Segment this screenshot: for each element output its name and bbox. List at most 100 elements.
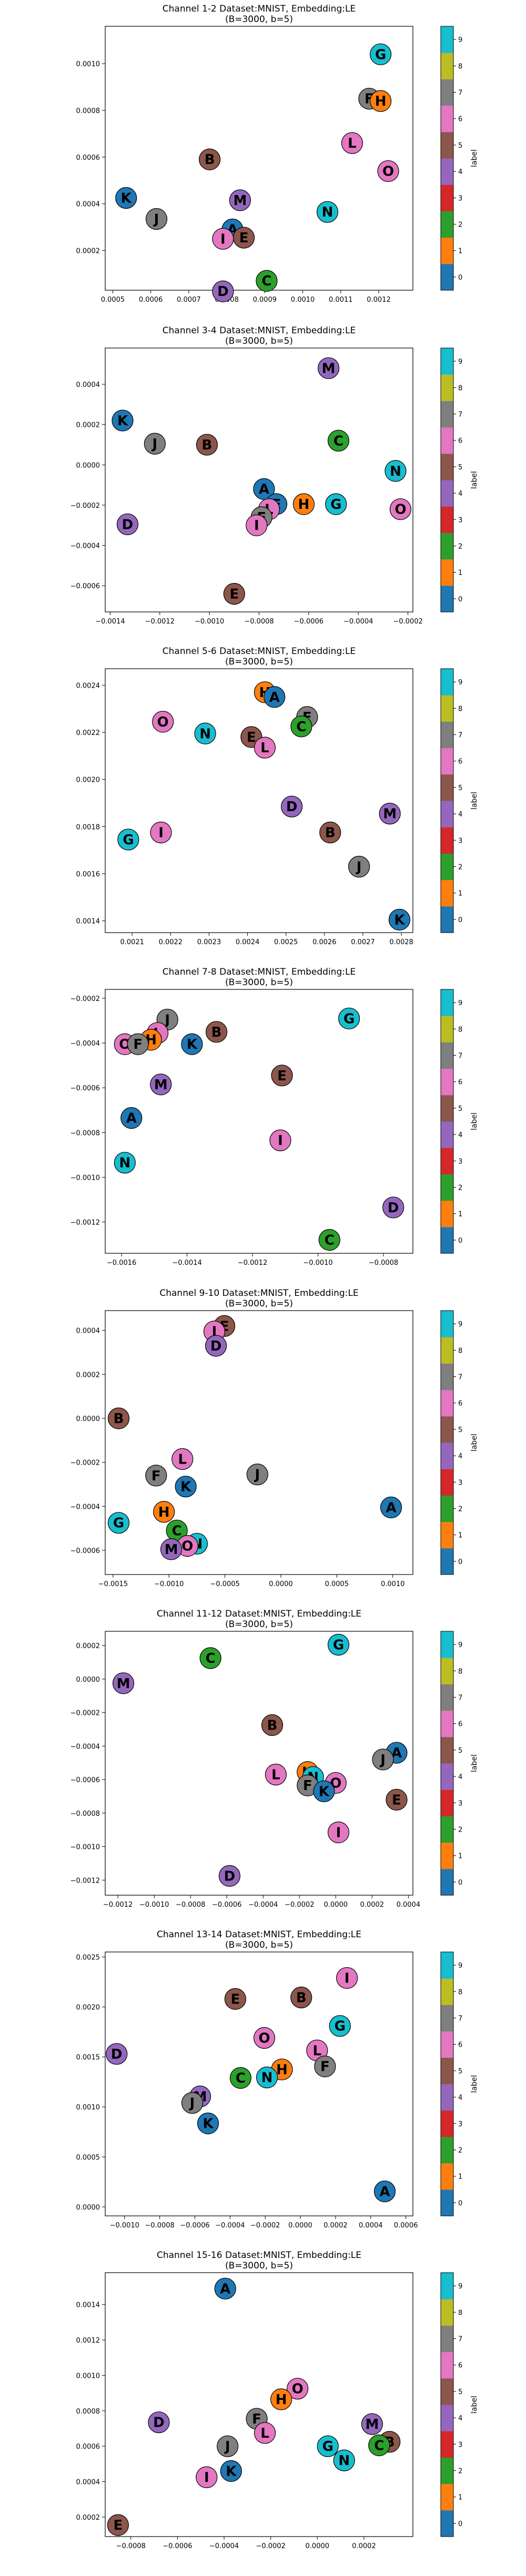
data-point: C xyxy=(368,2434,390,2457)
data-point: K xyxy=(112,410,134,432)
y-tick-label: 0.0015 xyxy=(76,2054,100,2062)
colorbar-frame xyxy=(440,989,454,1254)
chart-title: Channel 11-12 Dataset:MNIST, Embedding:L… xyxy=(157,1609,361,1619)
colorbar-segment xyxy=(441,374,453,401)
point-marker xyxy=(327,430,350,452)
point-marker xyxy=(145,208,168,230)
y-tick-label: 0.0016 xyxy=(76,871,100,878)
point-marker xyxy=(218,1865,241,1887)
x-tick-label: −0.0002 xyxy=(393,618,422,626)
point-label: I xyxy=(204,2470,209,2486)
chart-panel: Channel 9-10 Dataset:MNIST, Embedding:LE… xyxy=(70,1288,479,1588)
point-marker xyxy=(368,2434,390,2457)
data-point: A xyxy=(264,686,286,708)
x-tick-label: −0.0010 xyxy=(195,618,224,626)
data-point: N xyxy=(114,1152,136,1174)
x-tick-label: −0.0008 xyxy=(176,1901,205,1909)
x-tick-label: 0.0010 xyxy=(381,1580,405,1588)
x-tick-label: −0.0006 xyxy=(180,2222,209,2230)
colorbar-tick-label: 9 xyxy=(458,2283,462,2291)
point-label: C xyxy=(172,1523,182,1539)
plot-area xyxy=(105,989,413,1254)
point-label: G xyxy=(333,1637,344,1653)
colorbar-segment xyxy=(441,1710,453,1737)
data-point: I xyxy=(336,1967,358,1989)
colorbar-segment xyxy=(441,348,453,375)
y-tick-label: 0.0014 xyxy=(76,918,100,926)
colorbar-segment xyxy=(441,2163,453,2190)
point-marker xyxy=(254,737,276,759)
point-marker xyxy=(269,1129,291,1151)
data-point: K xyxy=(388,908,411,931)
colorbar: 0 1 2 3 4 5 6 7 8 9 label xyxy=(440,1310,479,1575)
point-marker xyxy=(112,1672,135,1694)
data-point: L xyxy=(306,2039,328,2061)
colorbar-tick-label: 7 xyxy=(458,1374,462,1382)
y-tick-label: −0.0004 xyxy=(70,1743,100,1751)
colorbar-tick-label: 9 xyxy=(458,679,462,687)
x-tick-label: 0.0002 xyxy=(360,1901,385,1909)
colorbar-tick-label: 3 xyxy=(458,195,462,202)
colorbar-tick-label: 3 xyxy=(458,1800,462,1807)
colorbar-segment xyxy=(441,401,453,428)
colorbar-segment xyxy=(441,1148,453,1174)
data-point: D xyxy=(205,1335,227,1357)
y-tick-label: 0.0002 xyxy=(76,247,100,255)
point-marker xyxy=(319,821,341,844)
y-tick-label: −0.0006 xyxy=(70,1776,100,1784)
data-point: J xyxy=(246,1464,268,1486)
colorbar-segment xyxy=(441,2510,453,2537)
chart-title: Channel 7-8 Dataset:MNIST, Embedding:LE xyxy=(163,967,356,977)
y-tick-label: 0.0006 xyxy=(76,2443,100,2451)
colorbar-tick-label: 0 xyxy=(458,2520,462,2528)
colorbar-tick-label: 9 xyxy=(458,36,462,44)
plot-area xyxy=(105,1951,413,2216)
colorbar-segment xyxy=(441,748,453,775)
data-point: K xyxy=(313,1780,335,1802)
point-label: I xyxy=(212,1324,217,1340)
point-marker xyxy=(117,829,139,851)
plot-area xyxy=(105,2272,413,2537)
colorbar-tick-label: 8 xyxy=(458,384,462,392)
colorbar-tick-label: 4 xyxy=(458,1773,462,1781)
point-marker xyxy=(318,1229,340,1251)
point-label: E xyxy=(247,730,256,745)
chart-panel: Channel 5-6 Dataset:MNIST, Embedding:LE(… xyxy=(76,646,479,946)
data-point: E xyxy=(223,582,245,605)
point-label: M xyxy=(233,193,247,209)
point-label: A xyxy=(220,2281,230,2297)
y-tick-label: 0.0010 xyxy=(76,2104,100,2112)
point-marker xyxy=(281,795,303,817)
point-label: J xyxy=(164,1012,170,1028)
y-tick-label: 0.0024 xyxy=(76,682,100,690)
colorbar: 0 1 2 3 4 5 6 7 8 9 label xyxy=(440,26,479,291)
point-marker xyxy=(106,2043,128,2065)
y-tick-label: 0.0008 xyxy=(76,2408,100,2416)
colorbar-tick-label: 2 xyxy=(458,1826,462,1834)
data-point: E xyxy=(233,227,255,249)
colorbar-tick-label: 8 xyxy=(458,1988,462,1996)
x-tick-label: −0.0006 xyxy=(294,618,323,626)
x-tick-label: 0.0012 xyxy=(367,296,391,304)
colorbar-segment xyxy=(441,1548,453,1575)
chart-title: Channel 9-10 Dataset:MNIST, Embedding:LE xyxy=(159,1288,358,1299)
x-tick-label: −0.0015 xyxy=(98,1580,128,1588)
colorbar-tick-label: 6 xyxy=(458,437,462,445)
data-point: M xyxy=(379,803,401,825)
colorbar-tick-label: 3 xyxy=(458,1479,462,1487)
colorbar-tick-label: 6 xyxy=(458,1400,462,1408)
plot-area xyxy=(105,26,413,291)
data-point: A xyxy=(253,478,275,500)
data-point: J xyxy=(145,208,168,230)
point-marker xyxy=(313,1780,335,1802)
x-tick-label: −0.0002 xyxy=(256,2542,285,2550)
point-label: H xyxy=(298,497,310,513)
data-point: B xyxy=(199,148,221,170)
colorbar-segment xyxy=(441,2031,453,2058)
point-label: D xyxy=(111,2047,123,2062)
point-marker xyxy=(325,493,347,515)
point-label: I xyxy=(254,518,259,534)
colorbar-tick-label: 6 xyxy=(458,2362,462,2370)
colorbar-segment xyxy=(441,774,453,801)
colorbar-tick-label: 6 xyxy=(458,758,462,766)
